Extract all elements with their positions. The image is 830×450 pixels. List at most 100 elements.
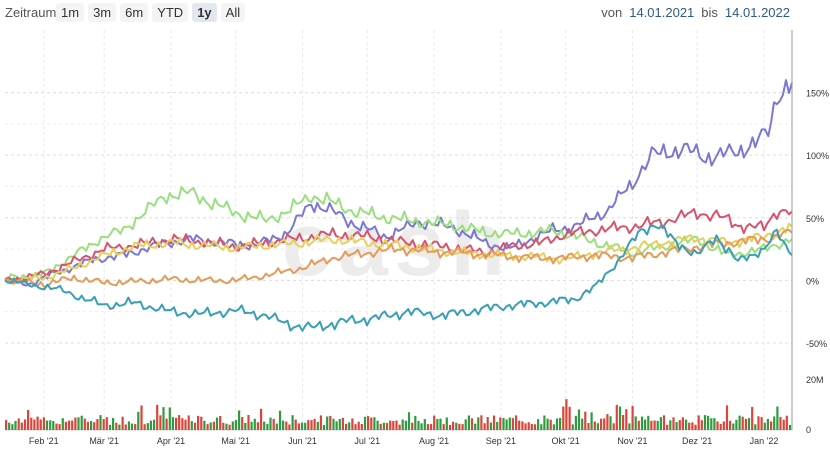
volume-bar	[215, 417, 219, 430]
volume-bar	[565, 399, 568, 430]
volume-bar	[647, 415, 650, 430]
y-tick-label: 50%	[806, 214, 824, 224]
volume-bar	[697, 415, 700, 430]
volume-bar	[30, 417, 33, 430]
volume-bar	[370, 417, 373, 430]
volume-bar	[266, 423, 269, 430]
volume-bar	[662, 415, 666, 430]
volume-bar	[455, 422, 458, 430]
volume-bar	[241, 417, 244, 430]
volume-bar	[700, 420, 703, 430]
range-button-all[interactable]: All	[220, 3, 246, 22]
to-label: bis	[701, 5, 718, 20]
volume-bar	[688, 422, 691, 430]
volume-bar	[71, 420, 74, 430]
volume-bar	[193, 422, 197, 430]
volume-bar	[357, 421, 360, 430]
volume-bar	[256, 422, 259, 430]
volume-bar	[524, 423, 527, 430]
x-tick-label: Feb '21	[29, 436, 59, 446]
volume-bar	[206, 424, 209, 430]
volume-bar	[90, 421, 93, 430]
axis-layer: 150% 100% 50% 0% -50% Feb '21 Mär '21 Apr '21 Ma…	[29, 30, 829, 446]
volume-bar	[628, 423, 631, 430]
volume-bar	[68, 420, 71, 430]
volume-bar	[190, 421, 193, 430]
x-tick-label: Nov '21	[617, 436, 647, 446]
volume-bar	[102, 419, 105, 430]
volume-bar	[244, 422, 247, 430]
volume-bar	[23, 419, 27, 430]
volume-bar	[187, 415, 190, 430]
volume-bar	[231, 421, 234, 430]
volume-bar	[618, 406, 622, 430]
volume-bar	[134, 424, 137, 430]
volume-bar	[99, 415, 102, 430]
range-button-1y[interactable]: 1y	[192, 3, 217, 22]
volume-bar	[533, 424, 537, 430]
volume-bar	[521, 421, 524, 430]
volume-bar	[392, 421, 395, 430]
volume-bar	[751, 406, 754, 430]
volume-bar	[162, 407, 165, 430]
volume-bar	[685, 419, 688, 430]
volume-bar	[338, 419, 341, 430]
volume-bar	[39, 419, 42, 430]
volume-bar	[571, 424, 574, 430]
x-tick-label: Jun '21	[288, 436, 317, 446]
volume-bar	[20, 422, 23, 430]
range-button-3m[interactable]: 3m	[88, 3, 117, 22]
volume-bar	[577, 409, 581, 430]
volume-bar	[345, 423, 348, 430]
volume-bar	[354, 424, 357, 430]
volume-bar	[118, 424, 121, 430]
range-button-ytd[interactable]: YTD	[152, 3, 189, 22]
volume-bar	[562, 406, 565, 430]
range-button-6m[interactable]: 6m	[120, 3, 149, 22]
volume-bar	[74, 417, 77, 430]
volume-bar	[360, 424, 363, 430]
volume-bar	[52, 421, 55, 430]
volume-bar	[716, 421, 719, 430]
volume-bar	[546, 418, 549, 430]
volume-bar	[64, 421, 67, 430]
x-tick-label: Okt '21	[551, 436, 579, 446]
volume-bar	[653, 420, 656, 430]
volume-bar	[395, 420, 398, 430]
volume-bar	[171, 417, 174, 430]
volume-layer	[5, 399, 792, 431]
volume-bar	[278, 410, 282, 430]
x-tick-label: Mär '21	[89, 436, 119, 446]
volume-bar	[272, 418, 275, 430]
volume-bar	[291, 415, 294, 430]
y-tick-label: 100%	[806, 151, 829, 161]
volume-bar	[678, 420, 681, 430]
volume-bar	[489, 422, 492, 430]
volume-bar	[288, 424, 291, 430]
volume-bar	[788, 424, 792, 430]
volume-bar	[474, 423, 477, 430]
volume-bar	[480, 415, 483, 430]
to-date-input[interactable]: 14.01.2022	[724, 5, 790, 20]
volume-bar	[178, 415, 181, 430]
volume-bar	[304, 422, 307, 430]
volume-bar	[96, 419, 99, 430]
volume-bar	[282, 420, 285, 430]
volume-bar	[559, 417, 562, 430]
volume-bar	[250, 421, 253, 430]
volume-bar	[543, 415, 546, 430]
performance-chart: cash 150% 100% 50% 0% -50% Feb '21 Mär '21 Apr …	[0, 30, 830, 450]
volume-bar	[681, 417, 684, 430]
range-button-1m[interactable]: 1m	[56, 3, 85, 22]
volume-bar	[55, 423, 58, 430]
volume-bar	[14, 420, 17, 430]
volume-bar	[659, 417, 662, 430]
volume-bar	[527, 422, 530, 430]
volume-bar	[351, 418, 354, 430]
volume-bar	[776, 406, 779, 430]
volume-bar	[77, 417, 80, 430]
volume-bar	[225, 423, 228, 430]
volume-bar	[83, 418, 86, 430]
volume-bar	[146, 423, 149, 430]
from-date-input[interactable]: 14.01.2021	[629, 5, 695, 20]
